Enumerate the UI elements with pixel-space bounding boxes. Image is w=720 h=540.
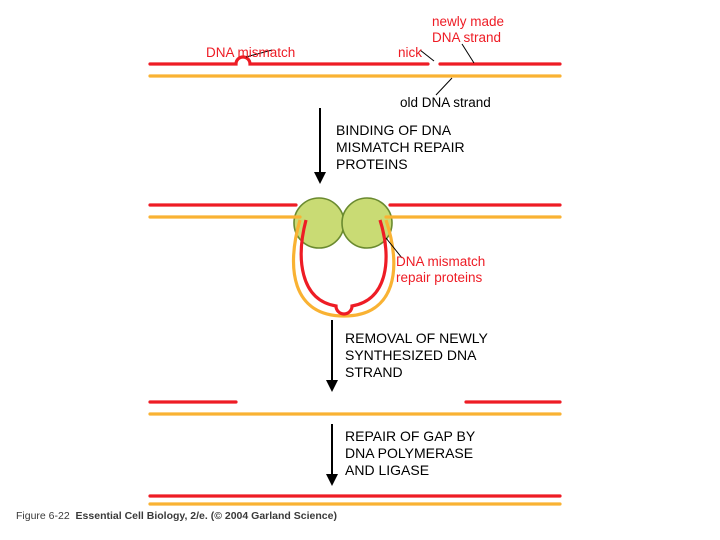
label-newly-made: newly made DNA strand <box>432 14 504 46</box>
step-1-text: BINDING OF DNA MISMATCH REPAIR PROTEINS <box>336 122 465 173</box>
label-nick: nick <box>398 45 422 61</box>
leader-oldstrand <box>436 78 452 95</box>
leader-nick <box>420 50 434 61</box>
repair-proteins <box>294 198 392 248</box>
leader-newstrand <box>462 44 474 63</box>
step-3-text: REPAIR OF GAP BY DNA POLYMERASE AND LIGA… <box>345 428 475 479</box>
label-mismatch: DNA mismatch <box>206 45 295 61</box>
label-repair-proteins: DNA mismatch repair proteins <box>396 254 485 286</box>
caption-fig: Figure 6-22 <box>16 510 70 522</box>
figure-caption: Figure 6-22 Essential Cell Biology, 2/e.… <box>16 510 337 522</box>
diagram-stage: newly made DNA strand nick DNA mismatch … <box>0 0 720 540</box>
label-old-strand: old DNA strand <box>400 95 491 111</box>
step-2-text: REMOVAL OF NEWLY SYNTHESIZED DNA STRAND <box>345 330 488 381</box>
caption-rest: Essential Cell Biology, 2/e. (© 2004 Gar… <box>76 510 337 522</box>
